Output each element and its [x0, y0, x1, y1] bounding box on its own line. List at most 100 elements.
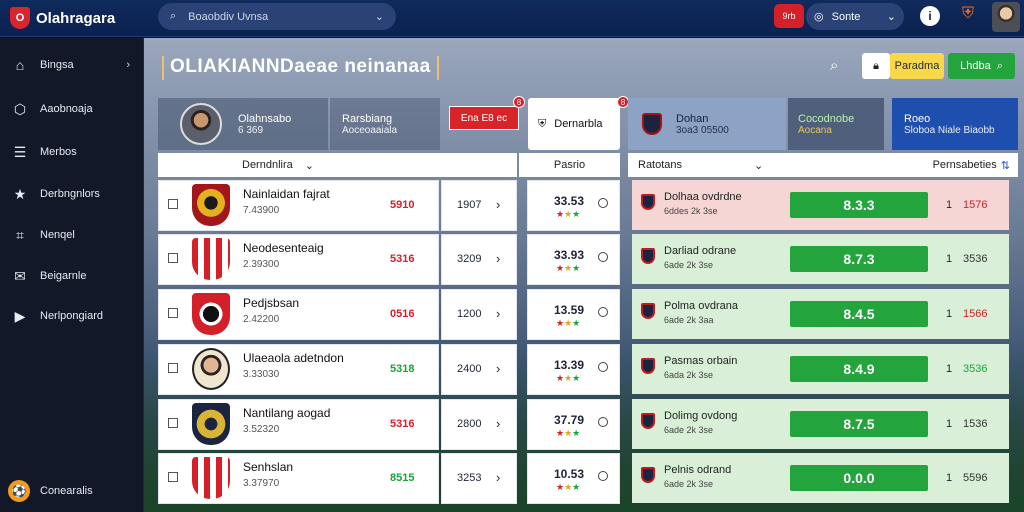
clock-icon[interactable] — [598, 252, 608, 262]
chevron-right-icon[interactable]: › — [496, 470, 501, 485]
crest-icon: ⛨ — [538, 117, 547, 130]
sidebar-item-label: Nerlpongiard — [40, 310, 103, 322]
rating-rank: 1 — [946, 253, 953, 265]
mid-value: 2400 — [457, 363, 482, 375]
sidebar-item-5[interactable]: ⌗ Nenqel — [0, 220, 144, 250]
user-avatar[interactable] — [992, 2, 1020, 32]
list-icon: ☰ — [13, 143, 27, 160]
score-cell[interactable] — [527, 399, 620, 450]
notification-pill[interactable]: 9rb — [774, 4, 804, 28]
rating-bar[interactable]: 8.7.3 — [790, 246, 928, 272]
search-icon[interactable]: ⌕ — [830, 57, 839, 74]
sidebar-item-7[interactable]: ▶ Nerlpongiard — [0, 301, 144, 331]
chevron-right-icon[interactable]: › — [496, 416, 501, 431]
sidebar-item-6[interactable]: ✉ Beigarnle — [0, 261, 144, 291]
rating-bar[interactable]: 8.4.9 — [790, 356, 928, 382]
rating-bar[interactable]: 8.7.5 — [790, 411, 928, 437]
team-info: Senhslan 3.37970 — [243, 460, 293, 489]
hero-tag-button[interactable]: Ena E8 ec — [449, 106, 519, 130]
team-crest-icon — [641, 194, 655, 210]
clock-icon[interactable] — [598, 362, 608, 372]
sidebar-footer[interactable]: ⚽ Conearalis — [0, 476, 144, 506]
mid-cell[interactable] — [441, 399, 517, 450]
mid-value: 2800 — [457, 418, 482, 430]
odd-value[interactable]: 0516 — [390, 308, 415, 320]
sidebar — [0, 38, 144, 512]
yellow-action-button[interactable]: Paradma — [890, 53, 944, 79]
row-checkbox[interactable] — [168, 363, 178, 373]
player-name: Olahnsabo — [238, 112, 292, 125]
clock-icon[interactable] — [598, 307, 608, 317]
hero-b-sub: Aoceoaaiala — [342, 124, 398, 136]
row-checkbox[interactable] — [168, 199, 178, 209]
team-sub: 3.33030 — [243, 369, 280, 380]
odd-value[interactable]: 5910 — [390, 199, 415, 211]
search-input[interactable]: Boaobdiv Uvnsa — [188, 10, 269, 23]
chevron-right-icon[interactable]: › — [496, 251, 501, 266]
column-header-ratings[interactable]: Ratotans ⌄ Pernsabeties ⇅ — [628, 153, 1018, 177]
odd-value[interactable]: 5318 — [390, 363, 415, 375]
chevron-right-icon[interactable]: › — [496, 197, 501, 212]
odd-value[interactable]: 5316 — [390, 253, 415, 265]
row-checkbox[interactable] — [168, 472, 178, 482]
ticket-icon: ⌗ — [16, 226, 24, 243]
mid-cell[interactable] — [441, 453, 517, 504]
hero-card-g[interactable]: Roeo Sloboa Niale Biaobb — [892, 98, 1018, 150]
team-info: Neodesenteaig 2.39300 — [243, 241, 324, 270]
mid-cell[interactable] — [441, 344, 517, 395]
clock-icon[interactable] — [598, 198, 608, 208]
sidebar-footer-label: Conearalis — [40, 485, 93, 497]
lock-button[interactable]: 🔒︎ — [862, 53, 890, 79]
team-crest-icon — [192, 293, 230, 335]
sidebar-item-2[interactable]: ⬡ Aaobnoaja — [0, 94, 144, 124]
rating-info: Dolimg ovdong 6ade 2k 3se — [664, 410, 737, 435]
team-name: Pedjsbsan — [243, 296, 300, 310]
chevron-right-icon[interactable]: › — [496, 361, 501, 376]
rating-bar[interactable]: 8.4.5 — [790, 301, 928, 327]
info-button[interactable]: i — [920, 6, 940, 26]
hero-card-b[interactable]: Rarsbiang Aoceoaaiala — [330, 98, 440, 150]
sidebar-item-3[interactable]: ☰ Merbos — [0, 137, 144, 167]
brand-logo[interactable]: O — [10, 7, 30, 29]
mid-value: 3209 — [457, 253, 482, 265]
mid-cell[interactable] — [441, 180, 517, 231]
team-name: Ulaeaola adetndon — [243, 351, 344, 365]
mid-cell[interactable] — [441, 234, 517, 285]
team-sub: 2.39300 — [243, 259, 280, 270]
hero-card-d[interactable]: ⛨ Dernarbla — [528, 98, 620, 150]
hero-f-title: Cocodnobe — [798, 112, 855, 125]
logo-glyph: O — [15, 12, 25, 24]
row-checkbox[interactable] — [168, 253, 178, 263]
green-action-button[interactable]: Lhdba ⌕ — [948, 53, 1015, 79]
row-checkbox[interactable] — [168, 418, 178, 428]
team-name: Senhslan — [243, 460, 294, 474]
team-crest-icon — [192, 184, 230, 226]
chevron-right-icon[interactable]: › — [496, 306, 501, 321]
score-value: 37.79 — [554, 413, 585, 427]
clock-icon[interactable] — [598, 417, 608, 427]
column-header-score[interactable]: Pasrio — [519, 153, 620, 177]
hero-card-e[interactable]: Dohan 3oa3 05500 — [628, 98, 786, 150]
sidebar-item-label: Derbngnlors — [40, 188, 100, 200]
rating-stars-icon: ★★★ — [556, 263, 581, 273]
rating-value: 3536 — [963, 253, 988, 265]
chevron-down-icon[interactable]: ⌄ — [374, 11, 384, 23]
rating-bar[interactable]: 8.3.3 — [790, 192, 928, 218]
odd-value[interactable]: 8515 — [390, 472, 415, 484]
column-header-matches[interactable]: Derndnlira ⌄ — [158, 153, 517, 177]
rating-bar[interactable]: 0.0.0 — [790, 465, 928, 491]
sidebar-item-4[interactable]: ★ Derbngnlors — [0, 179, 144, 209]
brand-name[interactable]: Olahragara — [36, 10, 116, 27]
language-select[interactable]: ◎ Sonte ⌄ — [806, 3, 904, 30]
team-sub: 7.43900 — [243, 205, 280, 216]
search-bar[interactable]: ⌕ Boaobdiv Uvnsa ⌄ — [158, 3, 396, 30]
shield-icon[interactable]: ⛨ — [961, 5, 974, 22]
hero-card-f[interactable]: Cocodnobe Aocana — [788, 98, 884, 150]
sidebar-item-1[interactable]: ⌂ Bingsa › — [0, 50, 144, 80]
odd-value[interactable]: 5316 — [390, 418, 415, 430]
featured-player[interactable]: Olahnsabo 6 369 — [158, 98, 328, 150]
mid-cell[interactable] — [441, 289, 517, 340]
rating-value: 3536 — [963, 363, 988, 375]
clock-icon[interactable] — [598, 471, 608, 481]
row-checkbox[interactable] — [168, 308, 178, 318]
